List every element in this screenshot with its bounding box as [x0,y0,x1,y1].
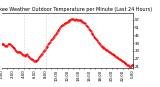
Title: Milwaukee Weather Outdoor Temperature per Minute (Last 24 Hours): Milwaukee Weather Outdoor Temperature pe… [0,7,152,12]
